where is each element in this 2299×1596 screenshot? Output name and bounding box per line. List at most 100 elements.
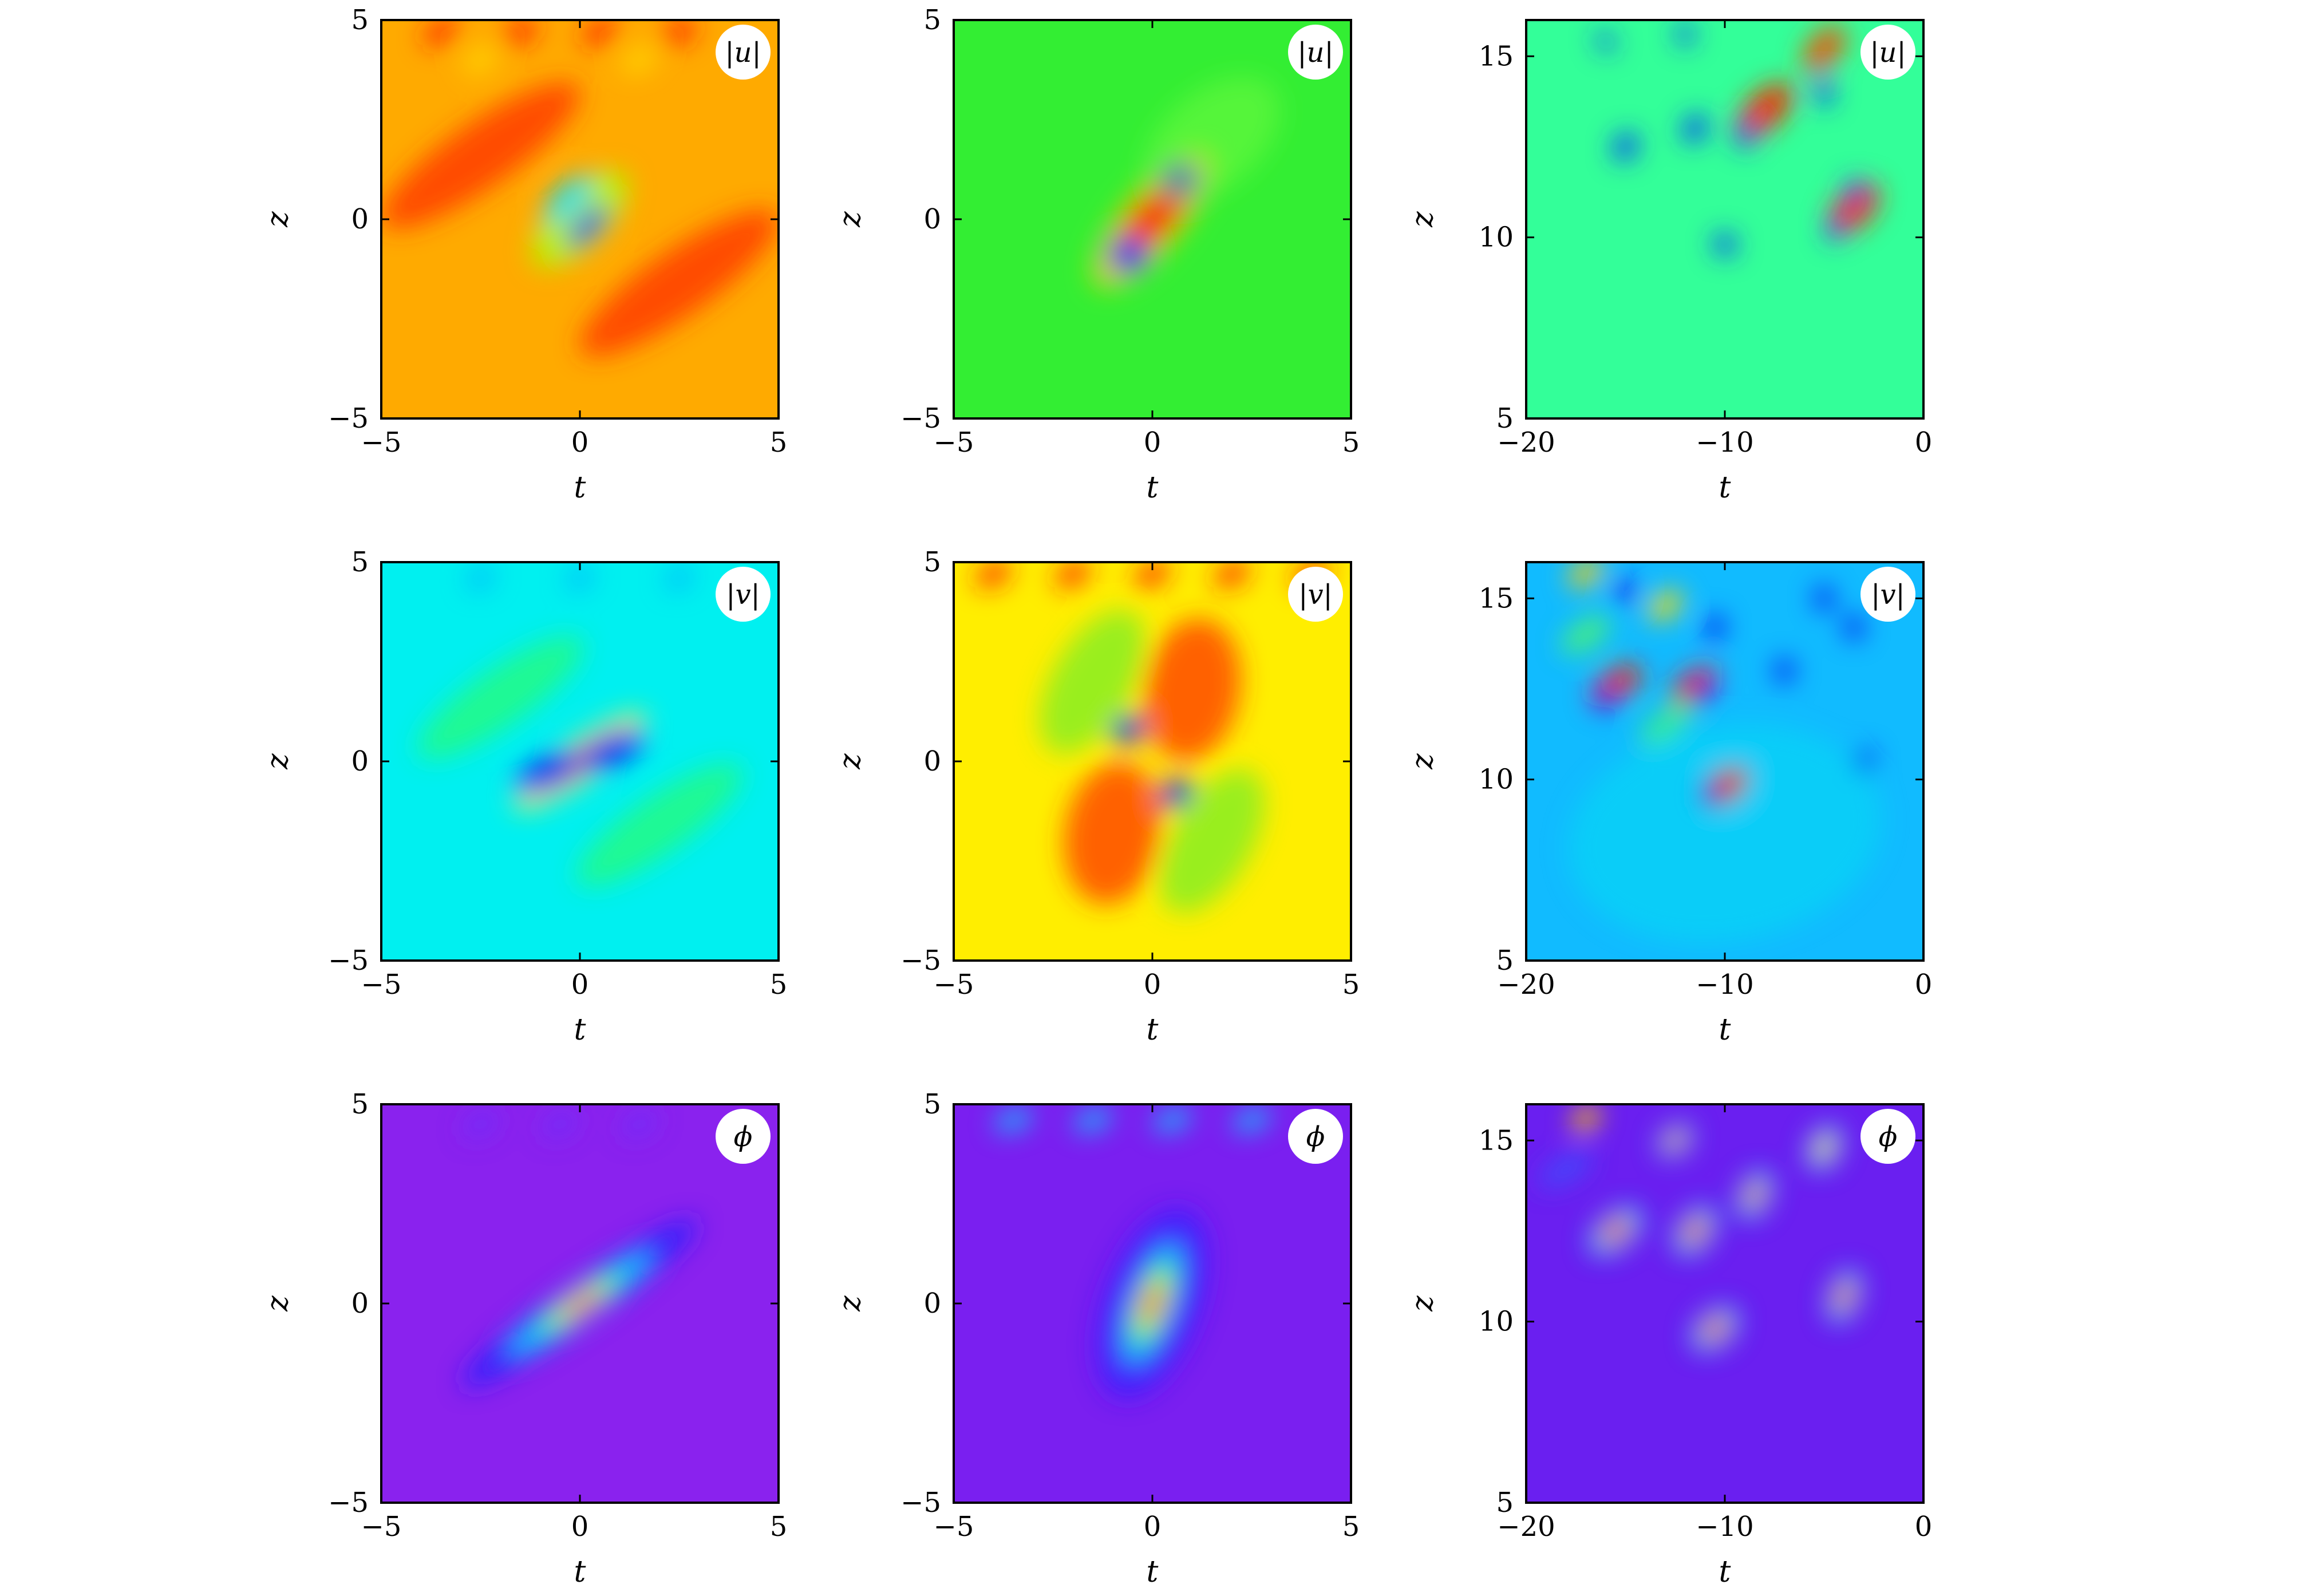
heatmap-feature [462, 45, 499, 74]
x-tick-label: 0 [571, 1511, 589, 1543]
heatmap-feature [1844, 614, 1864, 641]
y-tick-label: 10 [1479, 1306, 1514, 1338]
heatmap-features [1594, 22, 1880, 257]
heatmap-feature [567, 206, 609, 248]
field-badge-label: |u| [1297, 37, 1333, 69]
y-tick-label: −5 [328, 945, 369, 977]
y-tick-label: 0 [923, 203, 941, 235]
field-badge [716, 567, 771, 622]
y-tick-label: −5 [900, 402, 941, 434]
x-axis-label: t [1719, 1013, 1731, 1047]
heatmap-feature [1681, 113, 1709, 144]
x-axis-label: t [1147, 1555, 1159, 1589]
x-tick-label: 0 [1144, 426, 1162, 459]
y-tick-label: 0 [923, 1287, 941, 1320]
heatmap-features [1539, 1105, 1862, 1352]
field-badge-label: ϕ [1306, 1121, 1325, 1153]
field-badge [1860, 25, 1915, 80]
panel-row1-col3: −20 −10 0 5 10 15 t z |u| [1405, 19, 1933, 505]
field-badge-label: |v| [726, 579, 760, 611]
x-tick-label: −5 [934, 426, 974, 459]
panel-row2-col3: −20 −10 0 5 10 15 t z |v| [1405, 561, 1932, 1047]
heatmap-feature [1143, 77, 1281, 203]
heatmap-features [381, 20, 779, 357]
heatmap-features [1091, 77, 1281, 290]
heatmap-features [1562, 562, 1883, 945]
x-tick-label: 0 [1144, 1511, 1162, 1543]
heatmap-feature [422, 20, 459, 46]
x-tick-label: 0 [571, 969, 589, 1001]
panels-layer: −5 0 5 −5 0 5 t z |u| −5 0 5 −5 0 5 t z |u| −20 −10 0 5 10 15 t z… [260, 4, 1932, 1589]
x-tick-label: −5 [361, 1511, 402, 1543]
heatmap-feature [543, 175, 593, 224]
heatmap-feature [1601, 1218, 1631, 1245]
field-badge [716, 1109, 771, 1164]
y-tick-label: 5 [351, 546, 369, 578]
y-tick-label: 15 [1479, 1124, 1514, 1156]
heatmap-feature [1735, 121, 1755, 151]
x-tick-label: 5 [770, 969, 788, 1001]
y-axis-label: z [1405, 211, 1440, 228]
heatmap-feature [1802, 25, 1846, 73]
y-tick-label: 15 [1479, 582, 1514, 614]
heatmap-feature [1571, 1105, 1600, 1132]
heatmap-feature [564, 565, 595, 591]
x-tick-label: 0 [1915, 426, 1933, 459]
heatmap-feature [531, 170, 629, 268]
heatmap-feature [1159, 769, 1265, 913]
heatmap-features [994, 1108, 1271, 1399]
heatmap-feature [578, 728, 645, 771]
x-axis-label: t [574, 1013, 586, 1047]
x-tick-label: 0 [1915, 1511, 1933, 1543]
heatmap-feature [1694, 680, 1715, 705]
heatmap-feature [1815, 1135, 1834, 1161]
heatmap-feature [1712, 232, 1737, 257]
field-badge-label: |v| [1871, 579, 1905, 611]
heatmap-feature [1698, 781, 1719, 807]
field-badge [1288, 1109, 1343, 1164]
field-badge [1288, 25, 1343, 80]
heatmap-feature [1054, 562, 1092, 588]
y-tick-label: 0 [351, 203, 369, 235]
y-axis-label: z [1405, 753, 1440, 770]
heatmap-feature [1539, 1152, 1593, 1187]
heatmap-feature [462, 1109, 499, 1139]
x-tick-label: 5 [770, 426, 788, 459]
x-tick-label: −10 [1696, 1511, 1753, 1543]
heatmap-feature [465, 565, 496, 591]
x-tick-label: −5 [934, 1511, 974, 1543]
heatmap-feature [567, 1293, 601, 1318]
panel-row2-col1: −5 0 5 −5 0 5 t z |v| [260, 546, 787, 1047]
heatmap-feature [381, 82, 580, 229]
y-axis-label: z [833, 1295, 867, 1312]
x-axis-label: t [1147, 471, 1159, 505]
heatmap-feature [1567, 562, 1604, 588]
field-badge [716, 25, 771, 80]
y-axis-label: z [833, 753, 867, 770]
field-badge [1288, 567, 1343, 622]
y-tick-label: 10 [1479, 764, 1514, 796]
y-tick-label: −5 [900, 945, 941, 977]
x-axis-label: t [574, 1555, 586, 1589]
heatmap-feature [1665, 1131, 1686, 1150]
field-badge-label: |u| [725, 37, 761, 69]
x-axis-label: t [1719, 471, 1731, 505]
x-tick-label: −5 [934, 969, 974, 1001]
y-tick-label: 5 [923, 4, 941, 36]
heatmap-feature [661, 20, 698, 46]
heatmap-feature [1683, 1216, 1707, 1245]
heatmap-feature [621, 1109, 658, 1139]
x-tick-label: −20 [1497, 1511, 1555, 1543]
field-badge-label: |u| [1870, 37, 1906, 69]
y-tick-label: 5 [1496, 1487, 1514, 1519]
y-tick-label: 5 [1496, 402, 1514, 434]
y-tick-label: −5 [900, 1487, 941, 1519]
heatmap-feature [1567, 723, 1883, 945]
panel-row1-col1: −5 0 5 −5 0 5 t z |u| [260, 4, 788, 505]
heatmap-feature [1159, 778, 1194, 808]
y-axis-label: z [260, 753, 295, 770]
heatmap-feature [1647, 590, 1684, 621]
heatmap-feature [1064, 762, 1162, 904]
heatmap-feature [664, 565, 694, 591]
x-axis-label: t [574, 471, 586, 505]
